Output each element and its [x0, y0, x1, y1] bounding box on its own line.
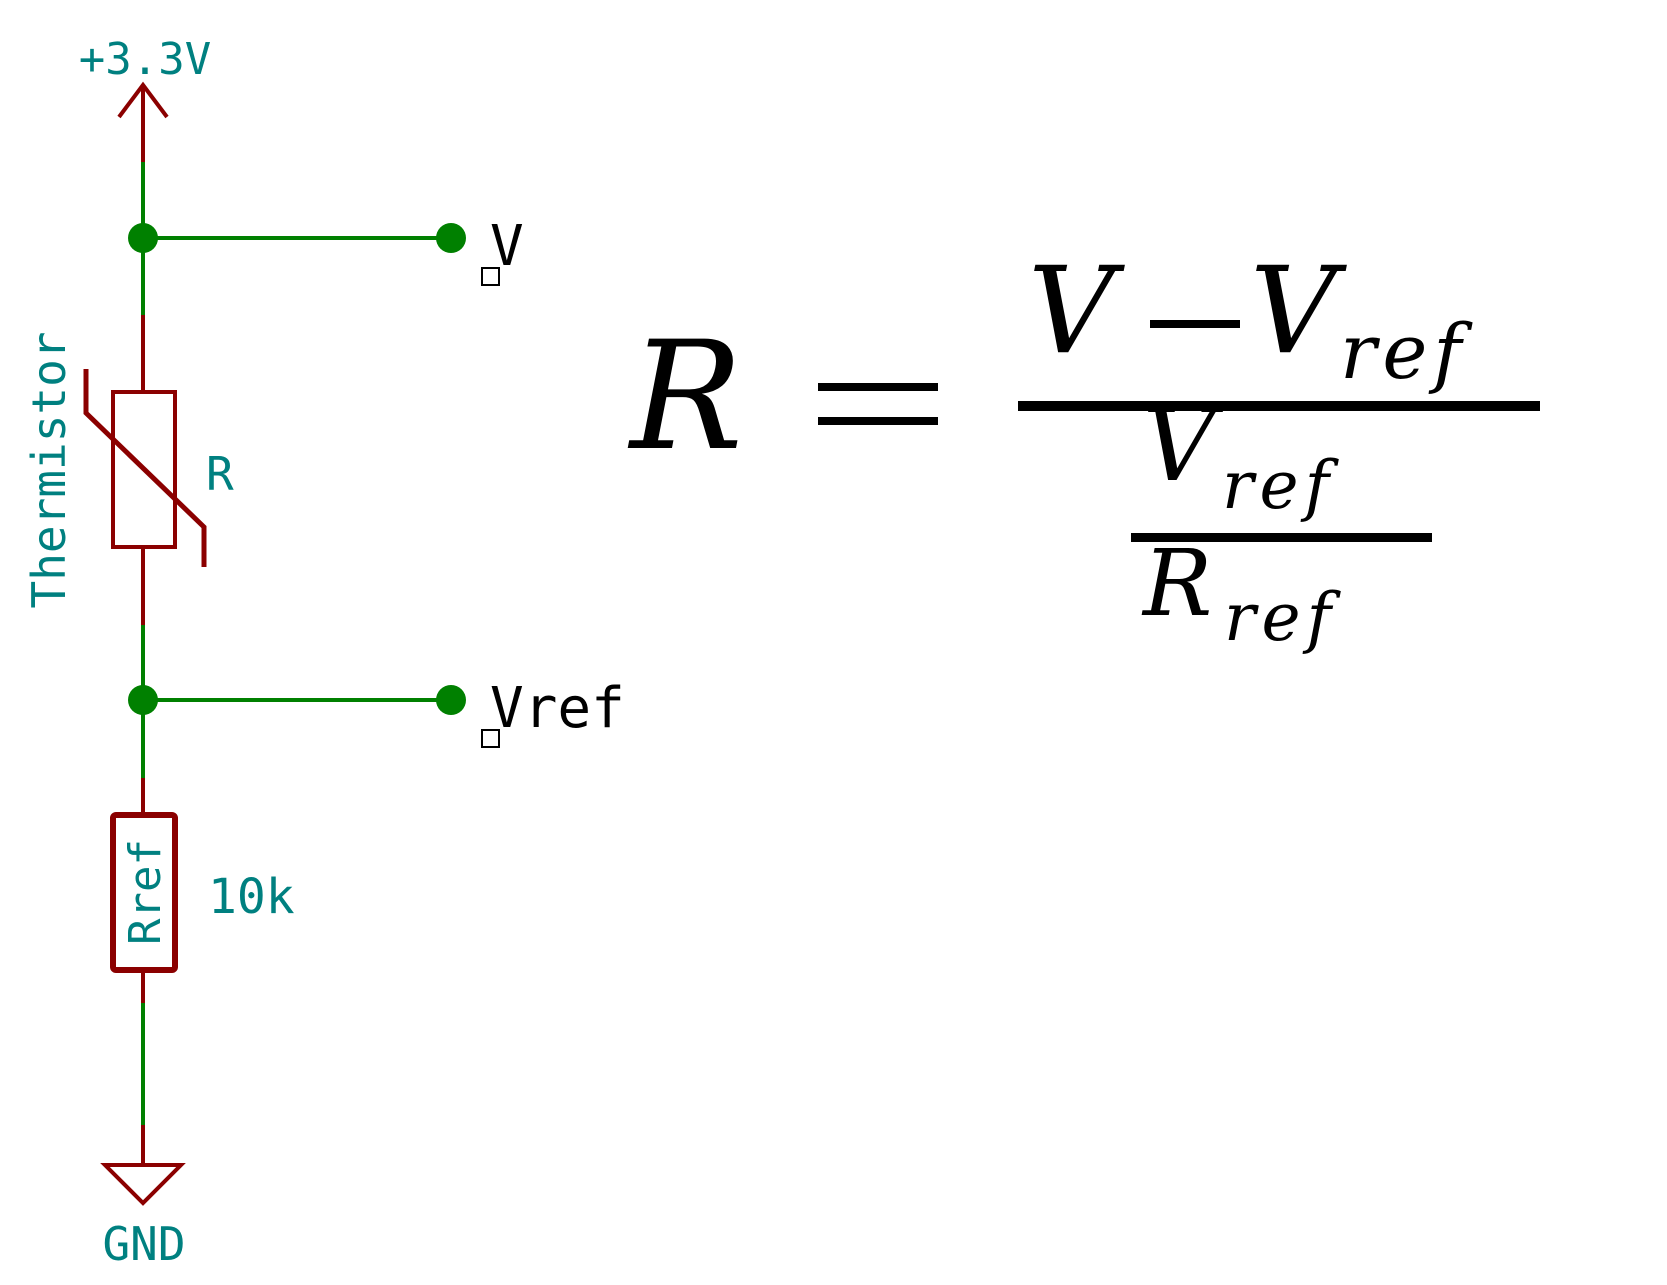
equals-bar-bottom [818, 417, 938, 425]
minus-sign [1150, 320, 1240, 328]
vref-pin-marker [481, 729, 500, 748]
power-symbol-3v3 [117, 81, 169, 162]
resistance-equation: R V V ref V ref R ref [627, 242, 1540, 656]
ground-symbol [100, 1125, 186, 1206]
v-pin-marker [481, 267, 500, 286]
main-fraction-bar [1018, 401, 1540, 411]
inner-fraction-bar [1131, 533, 1432, 542]
rref-name-label: Rref [120, 839, 171, 945]
junction-mid-node [128, 685, 158, 715]
junction-vref-pin [436, 685, 466, 715]
inner-numerator-sub: ref [1222, 447, 1340, 524]
junction-top-node [128, 223, 158, 253]
vref-pin-label: Vref [490, 676, 625, 741]
thermistor-value-label: R [206, 447, 234, 501]
numerator-v: V [1028, 242, 1125, 381]
reference-resistor-symbol [110, 778, 178, 1003]
junction-v-pin [436, 223, 466, 253]
power-label: +3.3V [79, 34, 211, 85]
ground-label: GND [102, 1217, 185, 1271]
v-pin-label: V [490, 214, 524, 279]
inner-denominator-sub: ref [1224, 579, 1342, 656]
equation-lhs: R [627, 310, 743, 484]
inner-denominator-r: R [1141, 530, 1212, 637]
numerator-vref-sub: ref [1340, 307, 1473, 396]
rref-value-label: 10k [208, 869, 295, 925]
thermistor-name-label: Thermistor [22, 332, 76, 609]
inner-numerator-v: V [1143, 387, 1224, 504]
thermistor-symbol [83, 315, 207, 625]
numerator-vref: V [1250, 242, 1347, 381]
wires [141, 162, 450, 1125]
equals-bar-top [818, 383, 938, 391]
